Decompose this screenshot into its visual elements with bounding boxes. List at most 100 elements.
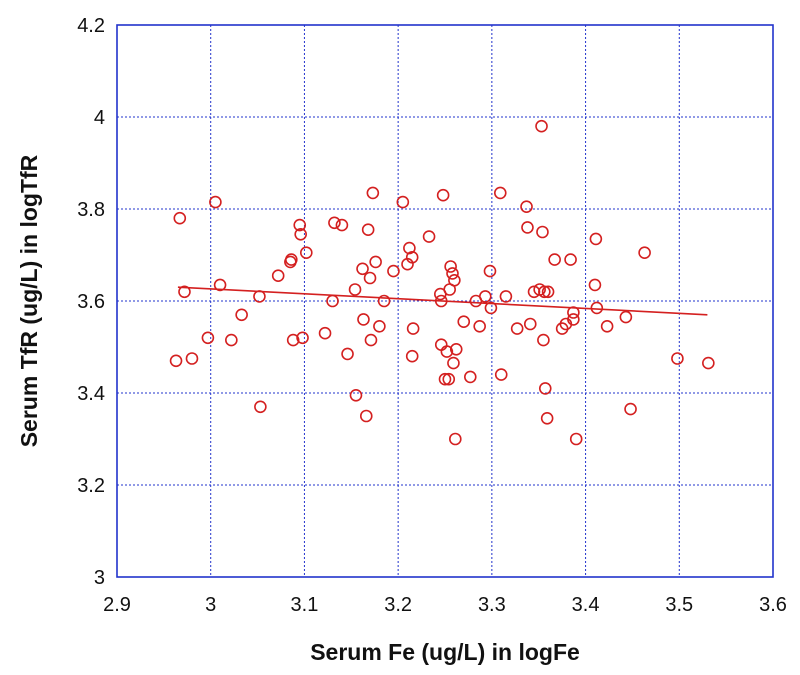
data-point — [373, 319, 386, 333]
y-tick-label: 3 — [94, 567, 105, 589]
x-tick-labels: 2.9 3 3.1 3.2 3.3 3.4 3.5 3.6 — [103, 594, 787, 616]
x-tick-label: 3.6 — [759, 594, 787, 616]
data-point — [493, 186, 507, 200]
plot-frame — [116, 24, 774, 578]
data-point — [540, 411, 554, 425]
data-point — [286, 333, 300, 347]
data-point — [438, 372, 452, 386]
data-point — [387, 264, 400, 278]
data-point — [494, 368, 508, 381]
x-tick-label: 3.1 — [291, 594, 319, 616]
y-tick-label: 3.2 — [77, 475, 105, 497]
data-point — [405, 349, 419, 363]
data-point — [294, 228, 307, 241]
data-point — [406, 322, 420, 335]
data-point — [366, 186, 380, 200]
data-point — [300, 246, 313, 259]
data-point — [520, 200, 533, 213]
data-point — [567, 306, 580, 319]
data-point — [361, 223, 375, 236]
data-point — [369, 255, 382, 269]
data-point — [537, 333, 550, 347]
data-point — [564, 253, 577, 266]
x-tick-label: 2.9 — [103, 594, 131, 616]
data-point — [447, 356, 460, 370]
y-tick-labels: 3 3.2 3.4 3.6 3.8 4 4.2 — [77, 15, 105, 589]
data-point — [446, 267, 459, 280]
x-tick-label: 3.4 — [572, 594, 600, 616]
trend-line — [177, 286, 708, 316]
data-point — [548, 253, 561, 266]
data-point — [538, 285, 551, 299]
data-point — [464, 370, 477, 384]
data-point — [442, 372, 456, 386]
x-tick-label: 3.5 — [665, 594, 693, 616]
data-point — [457, 315, 471, 329]
data-point — [624, 402, 637, 416]
data-point — [619, 310, 633, 324]
data-point — [335, 218, 349, 232]
data-point — [396, 195, 410, 209]
data-point — [422, 230, 436, 243]
data-point — [341, 347, 354, 361]
data-point — [173, 211, 187, 225]
data-point — [448, 273, 461, 287]
data-point — [538, 382, 552, 395]
data-point — [473, 319, 486, 333]
data-point — [209, 195, 222, 209]
data-point — [436, 188, 450, 202]
data-point — [185, 352, 199, 365]
y-tick-label: 4 — [94, 107, 105, 129]
x-tick-label: 3.3 — [478, 594, 506, 616]
data-point — [521, 221, 534, 234]
data-point — [523, 317, 537, 331]
data-point — [638, 246, 651, 259]
data-point — [318, 326, 332, 340]
data-point — [403, 241, 416, 255]
data-point — [405, 250, 419, 264]
data-point — [377, 294, 391, 308]
data-point — [349, 388, 363, 402]
data-points — [169, 119, 715, 446]
data-point — [254, 400, 267, 414]
data-point — [178, 285, 191, 299]
data-point — [434, 338, 448, 352]
data-point — [356, 262, 369, 276]
y-tick-label: 3.6 — [77, 291, 105, 313]
data-point — [590, 301, 604, 315]
data-point — [328, 216, 341, 230]
data-point — [671, 352, 684, 365]
data-point — [535, 119, 548, 133]
data-point — [478, 290, 492, 303]
x-tick-label: 3.2 — [384, 594, 412, 616]
y-tick-label: 3.4 — [77, 383, 105, 405]
data-point — [364, 333, 378, 347]
data-point — [444, 260, 457, 273]
data-point — [484, 301, 498, 315]
data-point — [225, 333, 238, 347]
data-point — [296, 331, 309, 345]
data-point — [253, 290, 266, 303]
data-point — [567, 313, 580, 326]
data-point — [589, 232, 603, 246]
data-point — [359, 409, 373, 423]
x-axis-title: Serum Fe (ug/L) in logFe — [310, 639, 580, 665]
data-point — [702, 356, 715, 370]
data-point — [483, 264, 497, 278]
data-point — [569, 432, 583, 446]
data-point — [285, 253, 298, 266]
data-point — [235, 308, 248, 322]
data-point — [363, 271, 377, 285]
data-point — [588, 278, 602, 292]
data-point — [201, 331, 215, 345]
grid-lines — [117, 25, 773, 577]
data-point — [348, 283, 362, 296]
data-point — [600, 319, 614, 333]
data-point — [440, 345, 454, 358]
data-point — [213, 278, 227, 292]
data-point — [449, 342, 463, 356]
y-tick-label: 3.8 — [77, 199, 105, 221]
data-point — [293, 218, 307, 232]
data-point — [499, 290, 513, 303]
